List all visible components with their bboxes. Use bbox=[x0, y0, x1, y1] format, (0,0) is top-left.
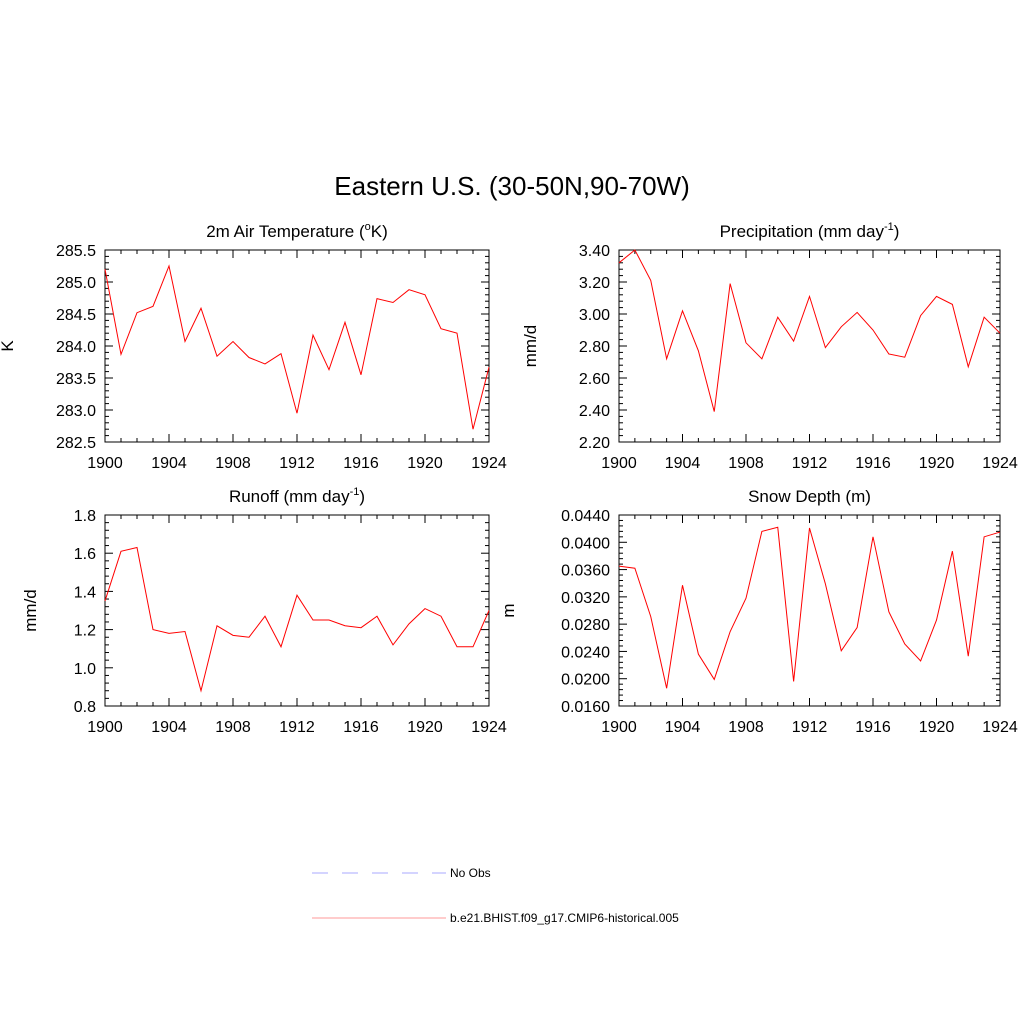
series-line bbox=[104, 546, 490, 693]
x-tick-label: 1904 bbox=[665, 719, 701, 736]
y-tick-label: 3.00 bbox=[579, 307, 610, 324]
x-tick-label: 1916 bbox=[343, 719, 379, 736]
x-tick-label: 1908 bbox=[728, 719, 764, 736]
y-tick-label: 0.0400 bbox=[561, 535, 610, 552]
y-tick-label: 1.2 bbox=[74, 623, 96, 640]
x-tick-label: 1900 bbox=[601, 455, 637, 472]
y-tick-label: 0.0440 bbox=[561, 508, 610, 525]
x-tick-label: 1900 bbox=[87, 719, 123, 736]
x-tick-label: 1912 bbox=[279, 719, 315, 736]
y-tick-label: 0.0240 bbox=[561, 644, 610, 661]
x-tick-label: 1916 bbox=[343, 455, 379, 472]
legend-label: b.e21.BHIST.f09_g17.CMIP6-historical.005 bbox=[450, 911, 679, 925]
panels: 2m Air Temperature (oK)1900 1904 1908 1912 1… bbox=[0, 221, 1018, 736]
y-tick-label: 282.5 bbox=[56, 435, 96, 452]
y-tick-label: 284.0 bbox=[56, 339, 96, 356]
panel-3: Runoff (mm day-1) 1900 1904 1908 1912 1916 192… bbox=[21, 486, 507, 736]
x-tick-label: 1924 bbox=[982, 719, 1018, 736]
panel-title-tail: ) bbox=[894, 222, 900, 241]
y-tick-label: 2.80 bbox=[579, 339, 610, 356]
y-tick-label: 0.0360 bbox=[561, 563, 610, 580]
x-tick-label: 1924 bbox=[471, 455, 507, 472]
panel-4: Snow Depth (m) 1900 1904 1908 1912 1916 1920 19… bbox=[499, 487, 1018, 736]
panel-title-tail: ) bbox=[359, 487, 365, 506]
x-tick-label: 1908 bbox=[215, 719, 251, 736]
y-tick-label: 283.0 bbox=[56, 403, 96, 420]
y-tick-label: 0.0320 bbox=[561, 590, 610, 607]
legend-label: No Obs bbox=[450, 866, 491, 880]
x-tick-label: 1900 bbox=[601, 719, 637, 736]
y-tick-label: 0.0160 bbox=[561, 699, 610, 716]
y-axis-label: m bbox=[499, 603, 518, 617]
y-tick-label: 1.0 bbox=[74, 661, 96, 678]
series-line bbox=[104, 264, 490, 430]
y-axis-label: mm/d bbox=[21, 589, 40, 632]
x-tick-label: 1920 bbox=[919, 719, 955, 736]
y-tick-label: 283.5 bbox=[56, 371, 96, 388]
y-tick-label: 285.0 bbox=[56, 275, 96, 292]
y-axis-label: mm/d bbox=[521, 325, 540, 368]
x-tick-label: 1912 bbox=[792, 455, 828, 472]
y-tick-label: 3.40 bbox=[579, 243, 610, 260]
y-tick-label: 0.0280 bbox=[561, 617, 610, 634]
panel-1: 2m Air Temperature (oK) 1900 1904 1908 1912 1… bbox=[0, 221, 507, 472]
y-tick-label: 1.4 bbox=[74, 584, 96, 601]
x-tick-label: 1904 bbox=[665, 455, 701, 472]
x-tick-label: 1912 bbox=[279, 455, 315, 472]
figure-title: Eastern U.S. (30-50N,90-70W) bbox=[334, 171, 689, 201]
x-tick-label: 1924 bbox=[982, 455, 1018, 472]
y-axis-label: K bbox=[0, 340, 17, 352]
panel-2: Precipitation (mm day-1) 1900 1904 1908 1912… bbox=[521, 221, 1018, 472]
legend: No Obs b.e21.BHIST.f09_g17.CMIP6-historic… bbox=[312, 866, 679, 925]
plot-frame bbox=[618, 514, 1001, 707]
panel-title: Runoff (mm day-1) bbox=[229, 486, 365, 506]
panel-title-text: 2m Air Temperature ( bbox=[206, 222, 365, 241]
x-tick-label: 1904 bbox=[151, 719, 187, 736]
panel-title-text: Precipitation (mm day bbox=[720, 222, 885, 241]
x-tick-label: 1900 bbox=[87, 455, 123, 472]
x-tick-label: 1920 bbox=[407, 719, 443, 736]
x-tick-label: 1908 bbox=[728, 455, 764, 472]
series-line bbox=[618, 249, 1001, 412]
panel-title: Precipitation (mm day-1) bbox=[720, 221, 900, 241]
y-tick-label: 1.6 bbox=[74, 546, 96, 563]
x-tick-label: 1924 bbox=[471, 719, 507, 736]
x-tick-label: 1912 bbox=[792, 719, 828, 736]
y-tick-label: 2.60 bbox=[579, 371, 610, 388]
x-tick-label: 1908 bbox=[215, 455, 251, 472]
y-tick-label: 1.8 bbox=[74, 508, 96, 525]
panel-title-text: Runoff (mm day bbox=[229, 487, 350, 506]
plot-frame bbox=[618, 249, 1001, 443]
y-tick-label: 0.0200 bbox=[561, 672, 610, 689]
y-tick-label: 2.20 bbox=[579, 435, 610, 452]
y-tick-label: 0.8 bbox=[74, 699, 96, 716]
panel-title-tail: K) bbox=[371, 222, 388, 241]
panel-title-superscript: -1 bbox=[350, 486, 360, 498]
panel-title-text: Snow Depth (m) bbox=[748, 487, 871, 506]
y-tick-label: 284.5 bbox=[56, 307, 96, 324]
series-line bbox=[618, 526, 1001, 689]
x-tick-label: 1920 bbox=[919, 455, 955, 472]
panel-title-superscript: o bbox=[365, 221, 371, 233]
y-tick-label: 285.5 bbox=[56, 243, 96, 260]
x-tick-label: 1916 bbox=[855, 455, 891, 472]
panel-title-superscript: -1 bbox=[884, 221, 894, 233]
x-tick-label: 1904 bbox=[151, 455, 187, 472]
y-tick-label: 3.20 bbox=[579, 275, 610, 292]
x-tick-label: 1920 bbox=[407, 455, 443, 472]
panel-title: Snow Depth (m) bbox=[748, 487, 871, 506]
x-tick-label: 1916 bbox=[855, 719, 891, 736]
plot-frame bbox=[104, 514, 490, 707]
y-tick-label: 2.40 bbox=[579, 403, 610, 420]
panel-title: 2m Air Temperature (oK) bbox=[206, 221, 388, 241]
